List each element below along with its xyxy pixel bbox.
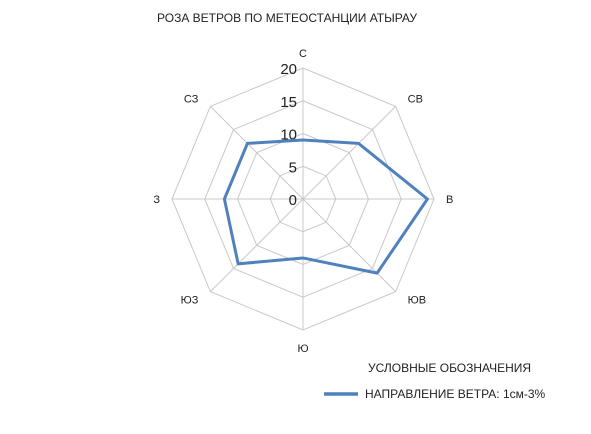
axis-label-6: З: [153, 194, 160, 206]
tick-label-3: 15: [280, 94, 297, 111]
axis-label-0: С: [299, 48, 307, 60]
axis-label-4: Ю: [297, 343, 308, 355]
axis-label-2: В: [446, 194, 453, 206]
tick-label-4: 20: [280, 61, 297, 78]
legend-label: НАПРАВЛЕНИЕ ВЕТРА: 1см-3%: [365, 387, 546, 401]
grid-spoke-5: [210, 198, 304, 292]
grid-spoke-3: [302, 198, 396, 292]
axis-label-5: ЮЗ: [181, 295, 199, 307]
tick-label-0: 0: [289, 192, 297, 209]
legend: УСЛОВНЫЕ ОБОЗНАЧЕНИЯ НАПРАВЛЕНИЕ ВЕТРА: …: [324, 361, 546, 401]
legend-title: УСЛОВНЫЕ ОБОЗНАЧЕНИЯ: [368, 361, 531, 375]
series-layer: [222, 138, 429, 275]
axis-label-1: СВ: [408, 93, 423, 105]
axis-label-7: СЗ: [184, 93, 199, 105]
axis-labels: С СВ В ЮВ Ю ЮЗ З СЗ: [153, 48, 453, 355]
tick-label-1: 5: [289, 159, 297, 176]
axis-label-3: ЮВ: [408, 295, 426, 307]
chart-title: РОЗА ВЕТРОВ ПО МЕТЕОСТАНЦИИ АТЫРАУ: [157, 11, 417, 25]
radar-grid: [171, 67, 435, 331]
grid-spoke-1: [302, 106, 396, 200]
grid-spoke-7: [210, 106, 304, 200]
series-line-0: [222, 138, 429, 275]
